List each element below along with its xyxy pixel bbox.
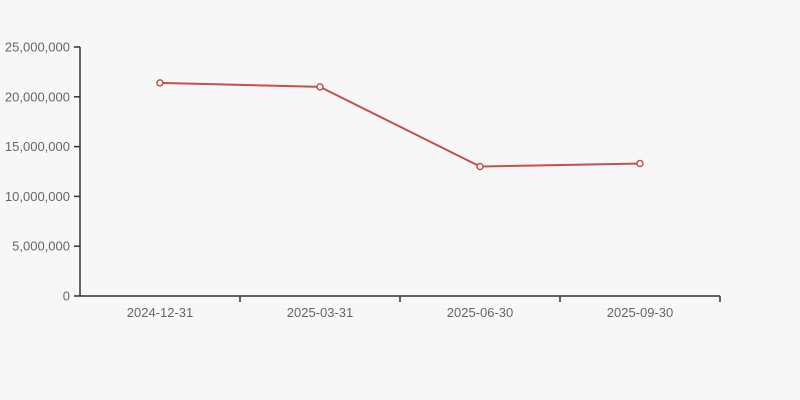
y-axis-label: 15,000,000 [5, 139, 70, 154]
y-axis-label: 10,000,000 [5, 189, 70, 204]
x-axis-label: 2024-12-31 [127, 305, 194, 320]
y-axis-label: 25,000,000 [5, 40, 70, 55]
data-point-marker [156, 79, 164, 87]
y-axis-label: 5,000,000 [12, 239, 70, 254]
x-axis-label: 2025-06-30 [447, 305, 514, 320]
data-point-marker [476, 162, 484, 171]
y-axis-label: 20,000,000 [5, 89, 70, 104]
series-line [159, 81, 641, 168]
data-point-marker [636, 159, 644, 168]
y-axis-label: 0 [63, 289, 70, 304]
x-axis-label: 2025-09-30 [607, 305, 674, 320]
data-point-marker [316, 83, 324, 91]
x-axis-label: 2025-03-31 [287, 305, 354, 320]
